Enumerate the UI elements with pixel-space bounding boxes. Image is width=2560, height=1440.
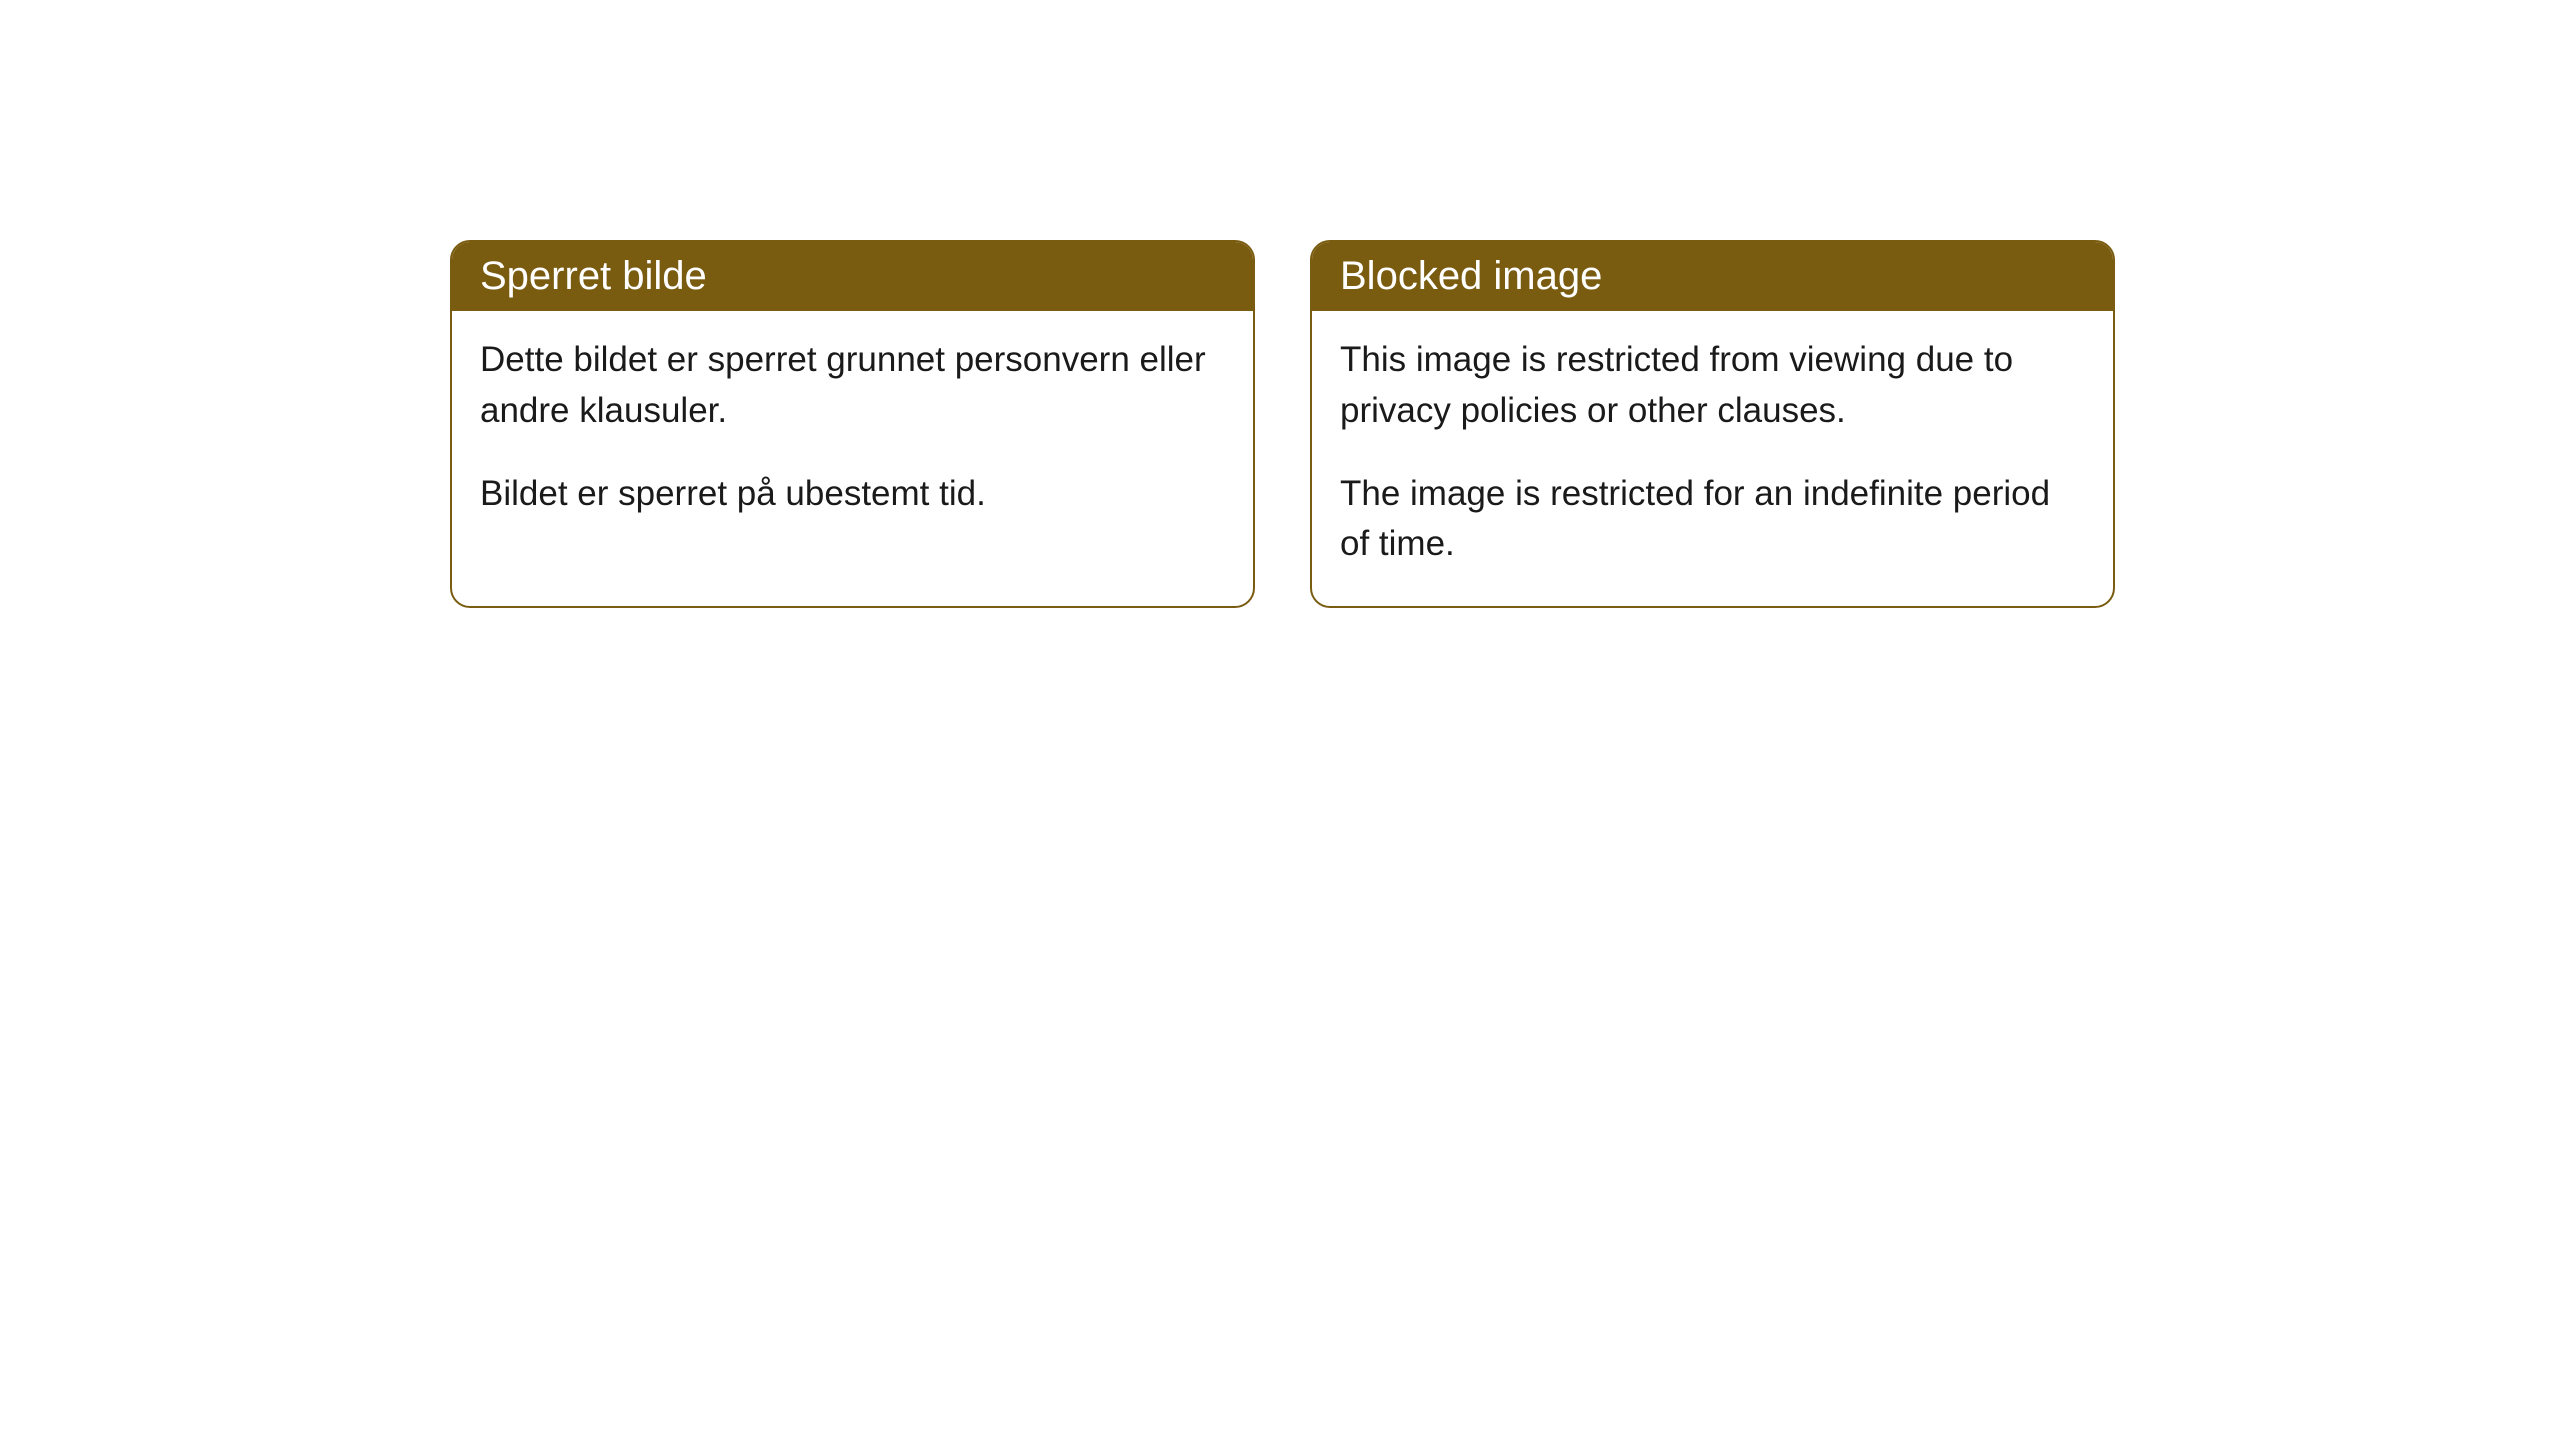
blocked-image-card-norwegian: Sperret bilde Dette bildet er sperret gr… xyxy=(450,240,1255,608)
card-paragraph: The image is restricted for an indefinit… xyxy=(1340,469,2085,571)
card-header: Blocked image xyxy=(1312,242,2113,311)
card-title: Blocked image xyxy=(1340,254,1602,298)
card-paragraph: Bildet er sperret på ubestemt tid. xyxy=(480,469,1225,520)
card-body: Dette bildet er sperret grunnet personve… xyxy=(452,311,1253,555)
card-header: Sperret bilde xyxy=(452,242,1253,311)
card-paragraph: Dette bildet er sperret grunnet personve… xyxy=(480,335,1225,437)
blocked-image-card-english: Blocked image This image is restricted f… xyxy=(1310,240,2115,608)
card-paragraph: This image is restricted from viewing du… xyxy=(1340,335,2085,437)
card-body: This image is restricted from viewing du… xyxy=(1312,311,2113,606)
card-title: Sperret bilde xyxy=(480,254,707,298)
cards-container: Sperret bilde Dette bildet er sperret gr… xyxy=(0,0,2560,608)
